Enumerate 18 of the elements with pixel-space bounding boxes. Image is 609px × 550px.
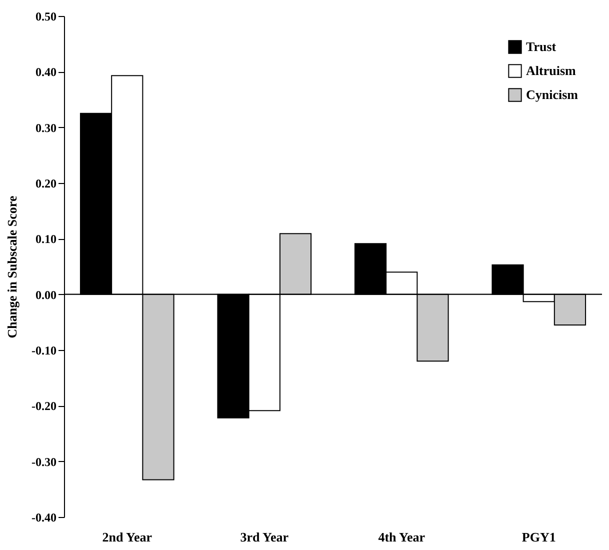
legend-label: Trust xyxy=(526,39,557,54)
y-axis-title: Change in Subscale Score xyxy=(4,196,20,338)
y-tick-label: 0.40 xyxy=(36,65,56,80)
y-tick-label: 0.00 xyxy=(36,288,56,302)
y-tick-label: 0.50 xyxy=(36,10,56,24)
y-tick-label: 0.10 xyxy=(36,232,56,246)
legend-label: Cynicism xyxy=(526,87,578,102)
x-tick-label: PGY1 xyxy=(522,530,556,544)
legend-label: Altruism xyxy=(526,63,576,78)
x-tick-label: 2nd Year xyxy=(102,530,152,544)
y-tick-label: -0.20 xyxy=(32,399,56,414)
y-tick-label: -0.30 xyxy=(32,454,56,469)
x-tick-label: 4th Year xyxy=(378,530,426,544)
y-tick-label: 0.30 xyxy=(36,120,56,135)
x-tick-label: 3rd Year xyxy=(240,530,289,544)
y-tick-label: -0.40 xyxy=(32,510,56,524)
y-tick-label: -0.10 xyxy=(32,344,56,358)
y-tick-label: 0.20 xyxy=(36,176,56,190)
